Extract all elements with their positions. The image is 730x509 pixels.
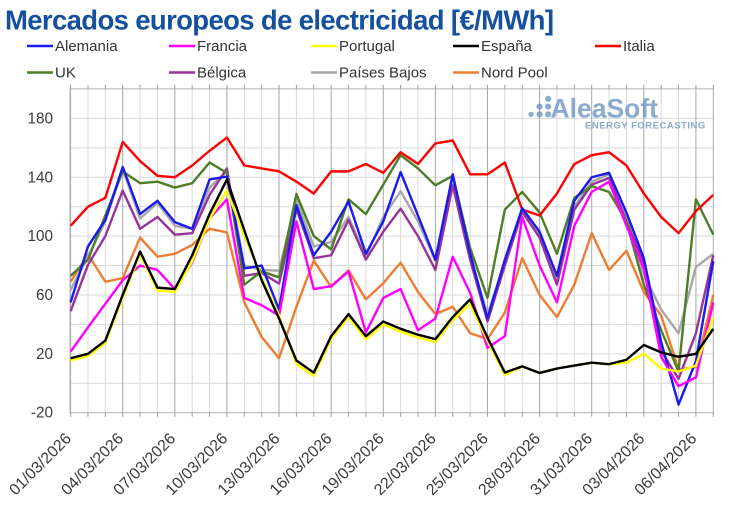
svg-text:-20: -20	[31, 405, 53, 422]
svg-text:Países Bajos: Países Bajos	[339, 65, 427, 82]
svg-text:Nord Pool: Nord Pool	[481, 65, 548, 82]
svg-text:España: España	[481, 38, 533, 55]
svg-text:Bélgica: Bélgica	[197, 65, 247, 82]
svg-text:Portugal: Portugal	[339, 38, 395, 55]
svg-text:60: 60	[36, 287, 53, 304]
svg-text:20: 20	[36, 346, 53, 363]
svg-text:Alemania: Alemania	[55, 38, 118, 55]
svg-text:Italia: Italia	[623, 38, 655, 55]
svg-text:ENERGY FORECASTING: ENERGY FORECASTING	[585, 121, 706, 132]
svg-text:Mercados europeos de electrici: Mercados europeos de electricidad [€/MWh…	[5, 5, 554, 36]
svg-text:140: 140	[27, 169, 53, 186]
svg-text:Francia: Francia	[197, 38, 248, 55]
svg-text:180: 180	[27, 110, 53, 127]
svg-text:AleaSoft: AleaSoft	[551, 94, 659, 124]
svg-text:100: 100	[27, 228, 53, 245]
svg-text:UK: UK	[55, 65, 76, 82]
